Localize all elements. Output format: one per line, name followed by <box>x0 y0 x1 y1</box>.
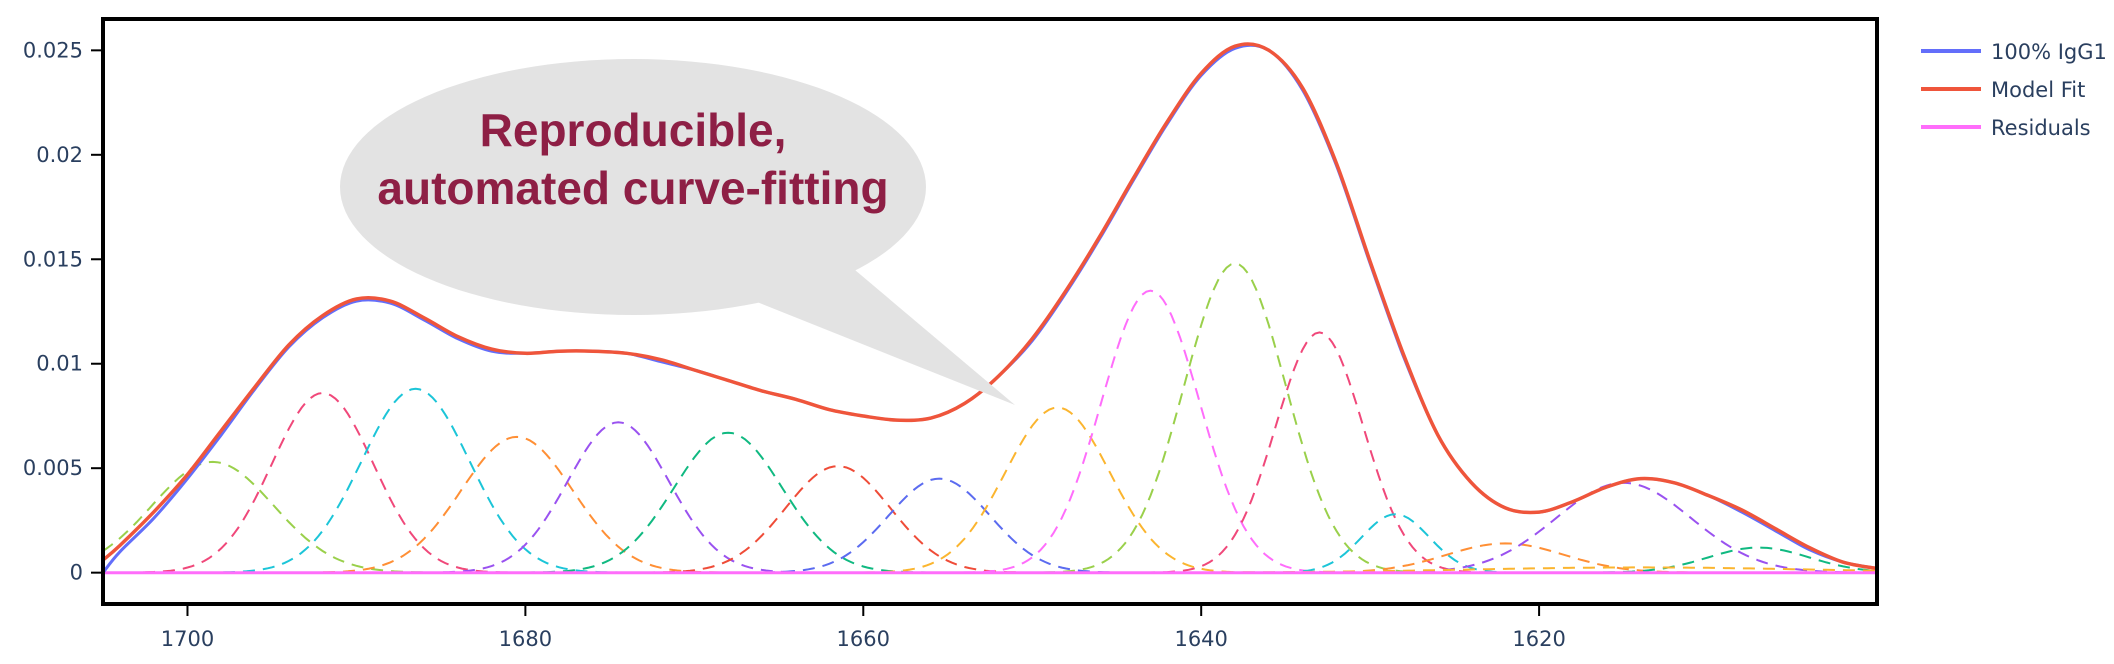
legend-label: 100% IgG1 <box>1991 40 2107 64</box>
x-tick-label: 1640 <box>1174 627 1227 651</box>
x-tick-label: 1620 <box>1512 627 1565 651</box>
component-curve-13 <box>103 513 1877 574</box>
series-lines <box>103 42 1877 575</box>
component-curve-11 <box>103 262 1877 574</box>
callout-line-1: Reproducible, <box>480 104 787 156</box>
x-tick-label: 1680 <box>499 627 552 651</box>
y-tick-label: 0.025 <box>23 38 83 62</box>
component-curve-7 <box>103 465 1877 574</box>
component-curve-6 <box>103 431 1877 574</box>
component-curve-1 <box>103 460 1877 574</box>
y-tick-label: 0.02 <box>36 143 83 167</box>
legend[interactable]: 100% IgG1 Model Fit Residuals <box>1921 40 2107 140</box>
legend-item-100-igg1[interactable]: 100% IgG1 <box>1921 40 2107 64</box>
component-curve-15 <box>103 481 1877 574</box>
component-curves <box>103 262 1877 574</box>
callout-bubble: Reproducible, automated curve-fitting <box>340 59 1015 405</box>
y-tick-label: 0.01 <box>36 352 83 376</box>
series-line-model-fit <box>103 42 1877 571</box>
y-tick-label: 0.005 <box>23 456 83 480</box>
legend-label: Model Fit <box>1991 78 2085 102</box>
callout-line-2: automated curve-fitting <box>377 162 888 214</box>
component-curve-2 <box>103 391 1877 574</box>
callout-shape <box>757 270 1015 405</box>
component-curve-8 <box>103 477 1877 574</box>
legend-item-residuals[interactable]: Residuals <box>1921 116 2091 140</box>
plot-frame <box>101 17 1879 606</box>
component-curve-10 <box>103 289 1877 574</box>
component-curve-4 <box>103 435 1877 574</box>
x-tick-label: 1700 <box>161 627 214 651</box>
y-tick-label: 0 <box>70 561 83 585</box>
component-curve-3 <box>103 387 1877 574</box>
y-axis: 0 0.005 0.01 0.015 0.02 0.025 <box>23 38 101 585</box>
y-tick-label: 0.015 <box>23 247 83 271</box>
legend-label: Residuals <box>1991 116 2091 140</box>
x-tick-label: 1660 <box>837 627 890 651</box>
component-curve-9 <box>103 406 1877 574</box>
callout-ellipse <box>340 59 926 315</box>
legend-item-model-fit[interactable]: Model Fit <box>1921 78 2085 102</box>
x-axis: 1700 1680 1660 1640 1620 <box>161 606 1566 651</box>
series-line-100-igg1 <box>103 43 1877 574</box>
